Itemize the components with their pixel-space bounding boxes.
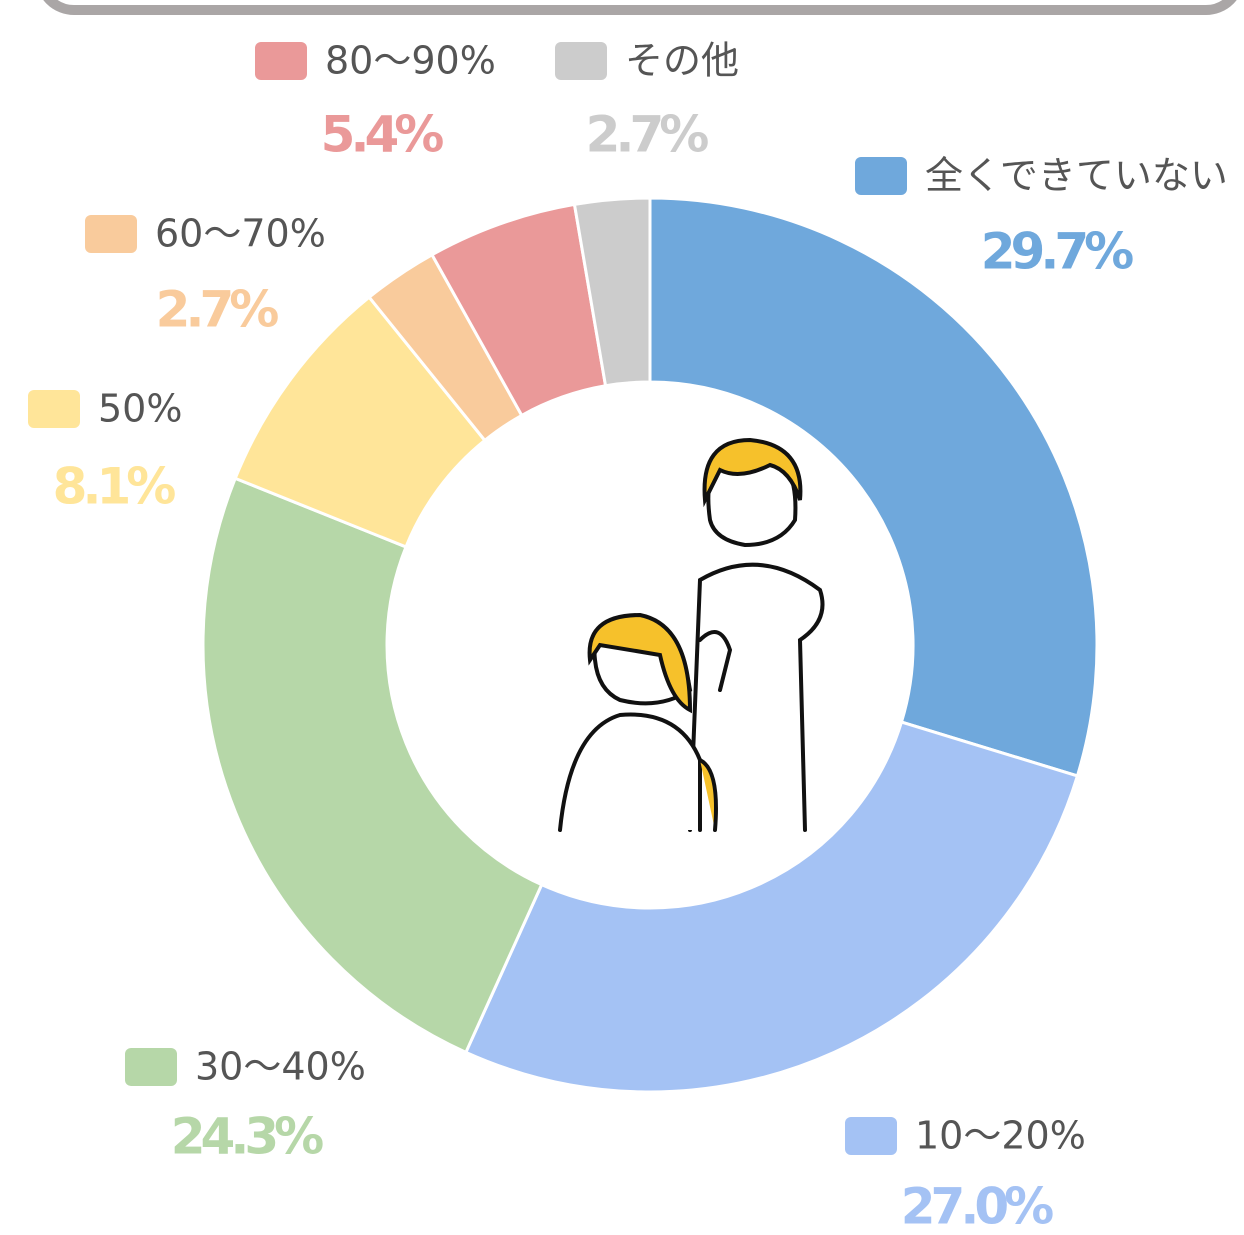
legend-label: 全くできていない: [925, 154, 1228, 198]
value-label: 29.7%: [981, 223, 1133, 281]
legend-label: 30～40%: [195, 1045, 366, 1089]
legend-swatch: [855, 157, 907, 195]
legend-label: 10～20%: [915, 1114, 1086, 1158]
legend-label: 60～70%: [155, 212, 326, 256]
legend-label: その他: [625, 39, 739, 83]
value-label: 24.3%: [171, 1108, 323, 1166]
slice: [203, 478, 542, 1052]
legend-swatch: [125, 1048, 177, 1086]
value-label: 5.4%: [321, 106, 444, 164]
legend-swatch: [28, 390, 80, 428]
value-label: 8.1%: [53, 458, 176, 516]
legend-swatch: [845, 1117, 897, 1155]
legend-label: 80～90%: [325, 39, 496, 83]
legend-swatch: [85, 215, 137, 253]
illustration: [560, 440, 823, 830]
page: {"chart_data": {"type": "pie", "donut": …: [0, 0, 1244, 1235]
value-label: 27.0%: [901, 1178, 1053, 1235]
legend-label: 50%: [98, 387, 182, 431]
top-bar: [40, 0, 1240, 10]
value-label: 2.7%: [586, 106, 709, 164]
legend-swatch: [255, 42, 307, 80]
legend-swatch: [555, 42, 607, 80]
chart: 全くできていない 29.7% 10～20% 27.0% 30～40% 24.3% 50% 8.…: [0, 0, 1244, 1235]
value-label: 2.7%: [156, 281, 279, 339]
